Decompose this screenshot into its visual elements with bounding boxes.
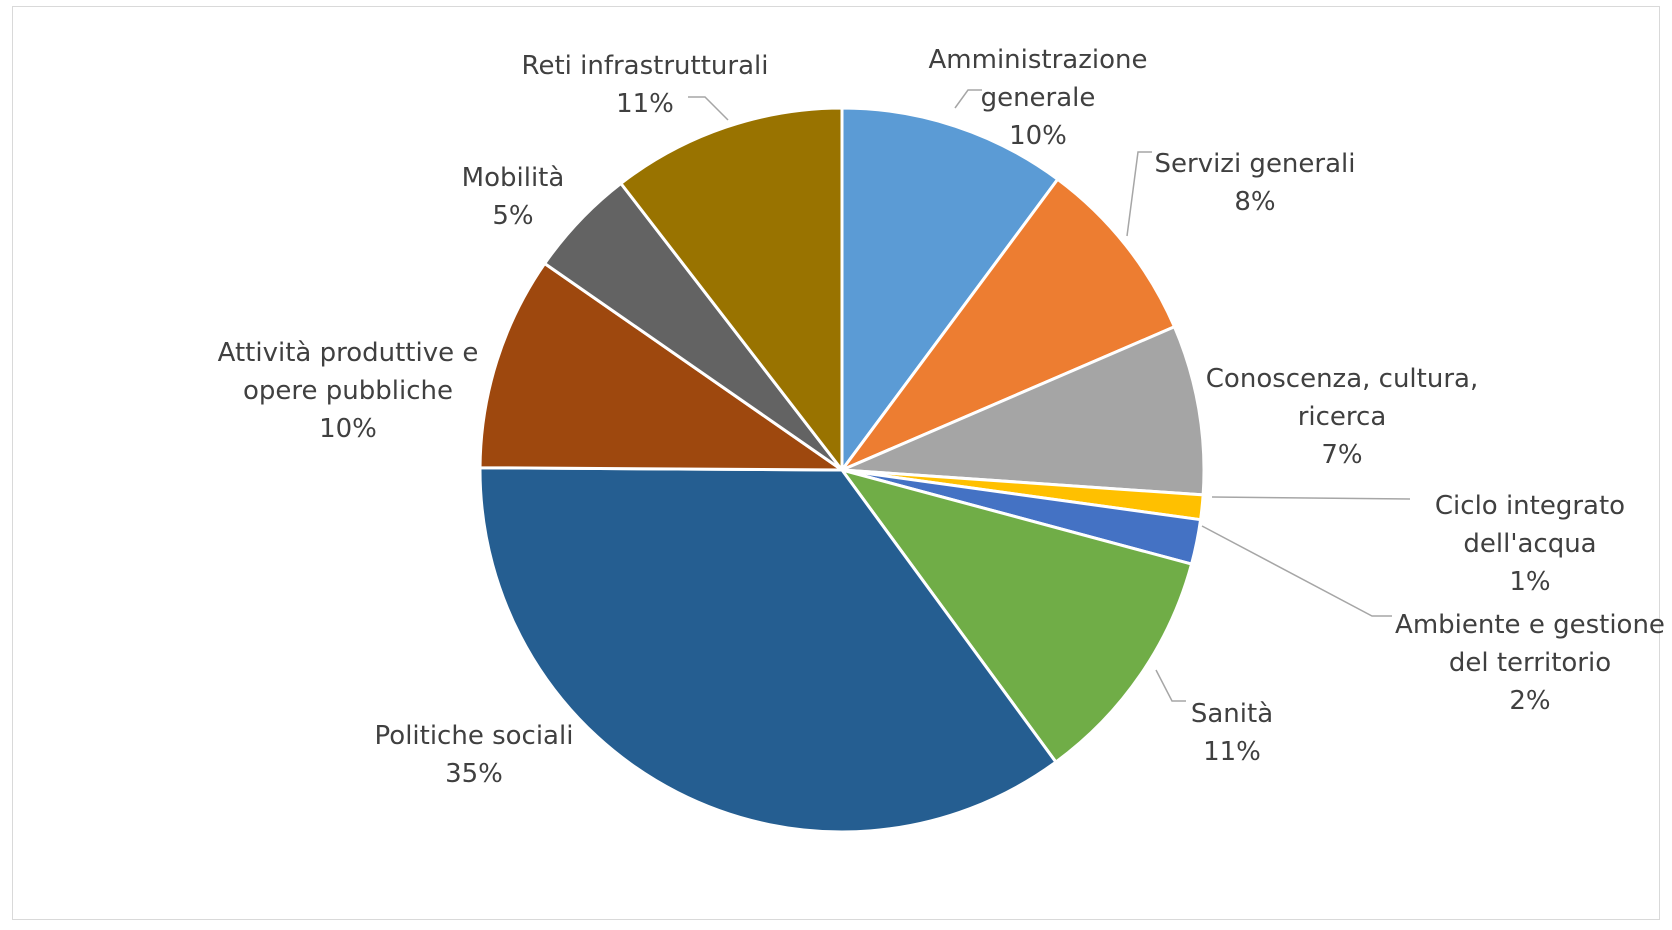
data-label-percent-servizi-generali: 8% xyxy=(1234,187,1275,217)
data-label-category-sanita: Sanità xyxy=(1191,699,1273,729)
data-label-category-conoscenza-cultura-ricerca: Conoscenza, cultura, xyxy=(1206,364,1478,394)
leader-line-ambiente-e-gestione-del-territorio xyxy=(1201,525,1392,617)
data-label-category-reti-infrastrutturali: Reti infrastrutturali xyxy=(522,51,769,81)
slice-labels: Amministrazione generale 10% Servizi genera… xyxy=(218,45,1665,789)
data-label-percent-mobilita: 5% xyxy=(492,201,533,231)
pie-slice-attivita-produttive-e-opere-pubbliche xyxy=(478,262,844,472)
data-label-percent-conoscenza-cultura-ricerca: 7% xyxy=(1321,440,1362,470)
data-label-category-attivita-produttive-e-opere-pubbliche: opere pubbliche xyxy=(243,376,453,406)
data-label-percent-amministrazione-generale: 10% xyxy=(1009,121,1067,151)
data-label-percent-attivita-produttive-e-opere-pubbliche: 10% xyxy=(319,414,377,444)
data-label-category-attivita-produttive-e-opere-pubbliche: Attività produttive e xyxy=(218,338,479,368)
leader-line-reti-infrastrutturali xyxy=(688,96,729,121)
pie-slice-reti-infrastrutturali xyxy=(619,106,844,472)
data-label-category-mobilita: Mobilità xyxy=(462,163,565,193)
leader-lines xyxy=(688,89,1411,702)
data-label-category-servizi-generali: Servizi generali xyxy=(1155,149,1356,179)
pie-slices xyxy=(478,106,1206,834)
leader-line-ciclo-integrato-dell-acqua xyxy=(1211,496,1411,500)
pie-slice-politiche-sociali xyxy=(478,466,1058,834)
data-label-percent-reti-infrastrutturali: 11% xyxy=(616,89,674,119)
data-label-category-conoscenza-cultura-ricerca: ricerca xyxy=(1298,402,1387,432)
pie-slice-conoscenza-cultura-ricerca xyxy=(840,325,1206,497)
data-label-percent-ciclo-integrato-dell-acqua: 1% xyxy=(1509,567,1550,597)
data-label-category-ambiente-e-gestione-del-territorio: Ambiente e gestione xyxy=(1395,610,1665,640)
data-label-category-ambiente-e-gestione-del-territorio: del territorio xyxy=(1449,648,1611,678)
data-label-percent-ambiente-e-gestione-del-territorio: 2% xyxy=(1509,686,1550,716)
data-label-percent-sanita: 11% xyxy=(1203,737,1261,767)
leader-line-sanita xyxy=(1155,669,1186,702)
pie-slice-sanita xyxy=(840,468,1194,764)
data-label-category-ciclo-integrato-dell-acqua: Ciclo integrato xyxy=(1435,491,1625,521)
leader-line-amministrazione-generale xyxy=(954,89,982,109)
leader-line-servizi-generali xyxy=(1126,151,1152,237)
pie-slice-servizi-generali xyxy=(840,177,1176,472)
data-label-category-amministrazione-generale: Amministrazione xyxy=(929,45,1148,75)
pie-slice-amministrazione-generale xyxy=(840,106,1060,472)
data-label-category-politiche-sociali: Politiche sociali xyxy=(375,721,574,751)
data-label-category-amministrazione-generale: generale xyxy=(981,83,1096,113)
data-label-percent-politiche-sociali: 35% xyxy=(445,759,503,789)
data-label-category-ciclo-integrato-dell-acqua: dell'acqua xyxy=(1463,529,1596,559)
